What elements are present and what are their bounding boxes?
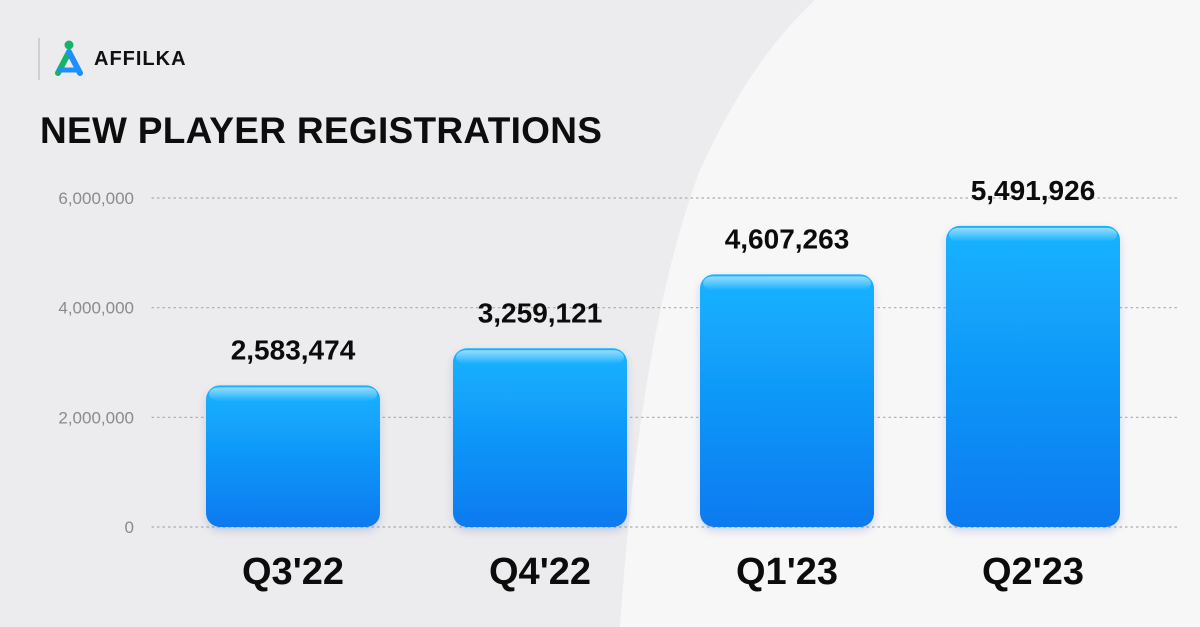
brand-logo: AFFILKA — [38, 38, 187, 80]
x-category-label: Q2'23 — [982, 551, 1084, 593]
y-tick-label: 2,000,000 — [58, 408, 134, 427]
bar-value-label: 4,607,263 — [725, 223, 850, 254]
x-category-label: Q3'22 — [242, 551, 344, 593]
y-tick-label: 6,000,000 — [58, 189, 134, 208]
bar-value-label: 5,491,926 — [971, 175, 1096, 206]
bar — [700, 274, 874, 527]
x-category-label: Q4'22 — [489, 551, 591, 593]
brand-name: AFFILKA — [94, 47, 187, 70]
bar-value-label: 2,583,474 — [231, 334, 356, 365]
y-tick-label: 0 — [125, 518, 134, 537]
bar — [453, 348, 627, 527]
bar — [946, 225, 1120, 528]
bar — [206, 385, 380, 527]
x-category-label: Q1'23 — [736, 551, 838, 593]
bar-value-label: 3,259,121 — [478, 297, 603, 328]
chart-title: NEW PLAYER REGISTRATIONS — [40, 110, 603, 151]
affilka-logo-icon — [55, 40, 83, 76]
y-tick-label: 4,000,000 — [58, 299, 134, 318]
